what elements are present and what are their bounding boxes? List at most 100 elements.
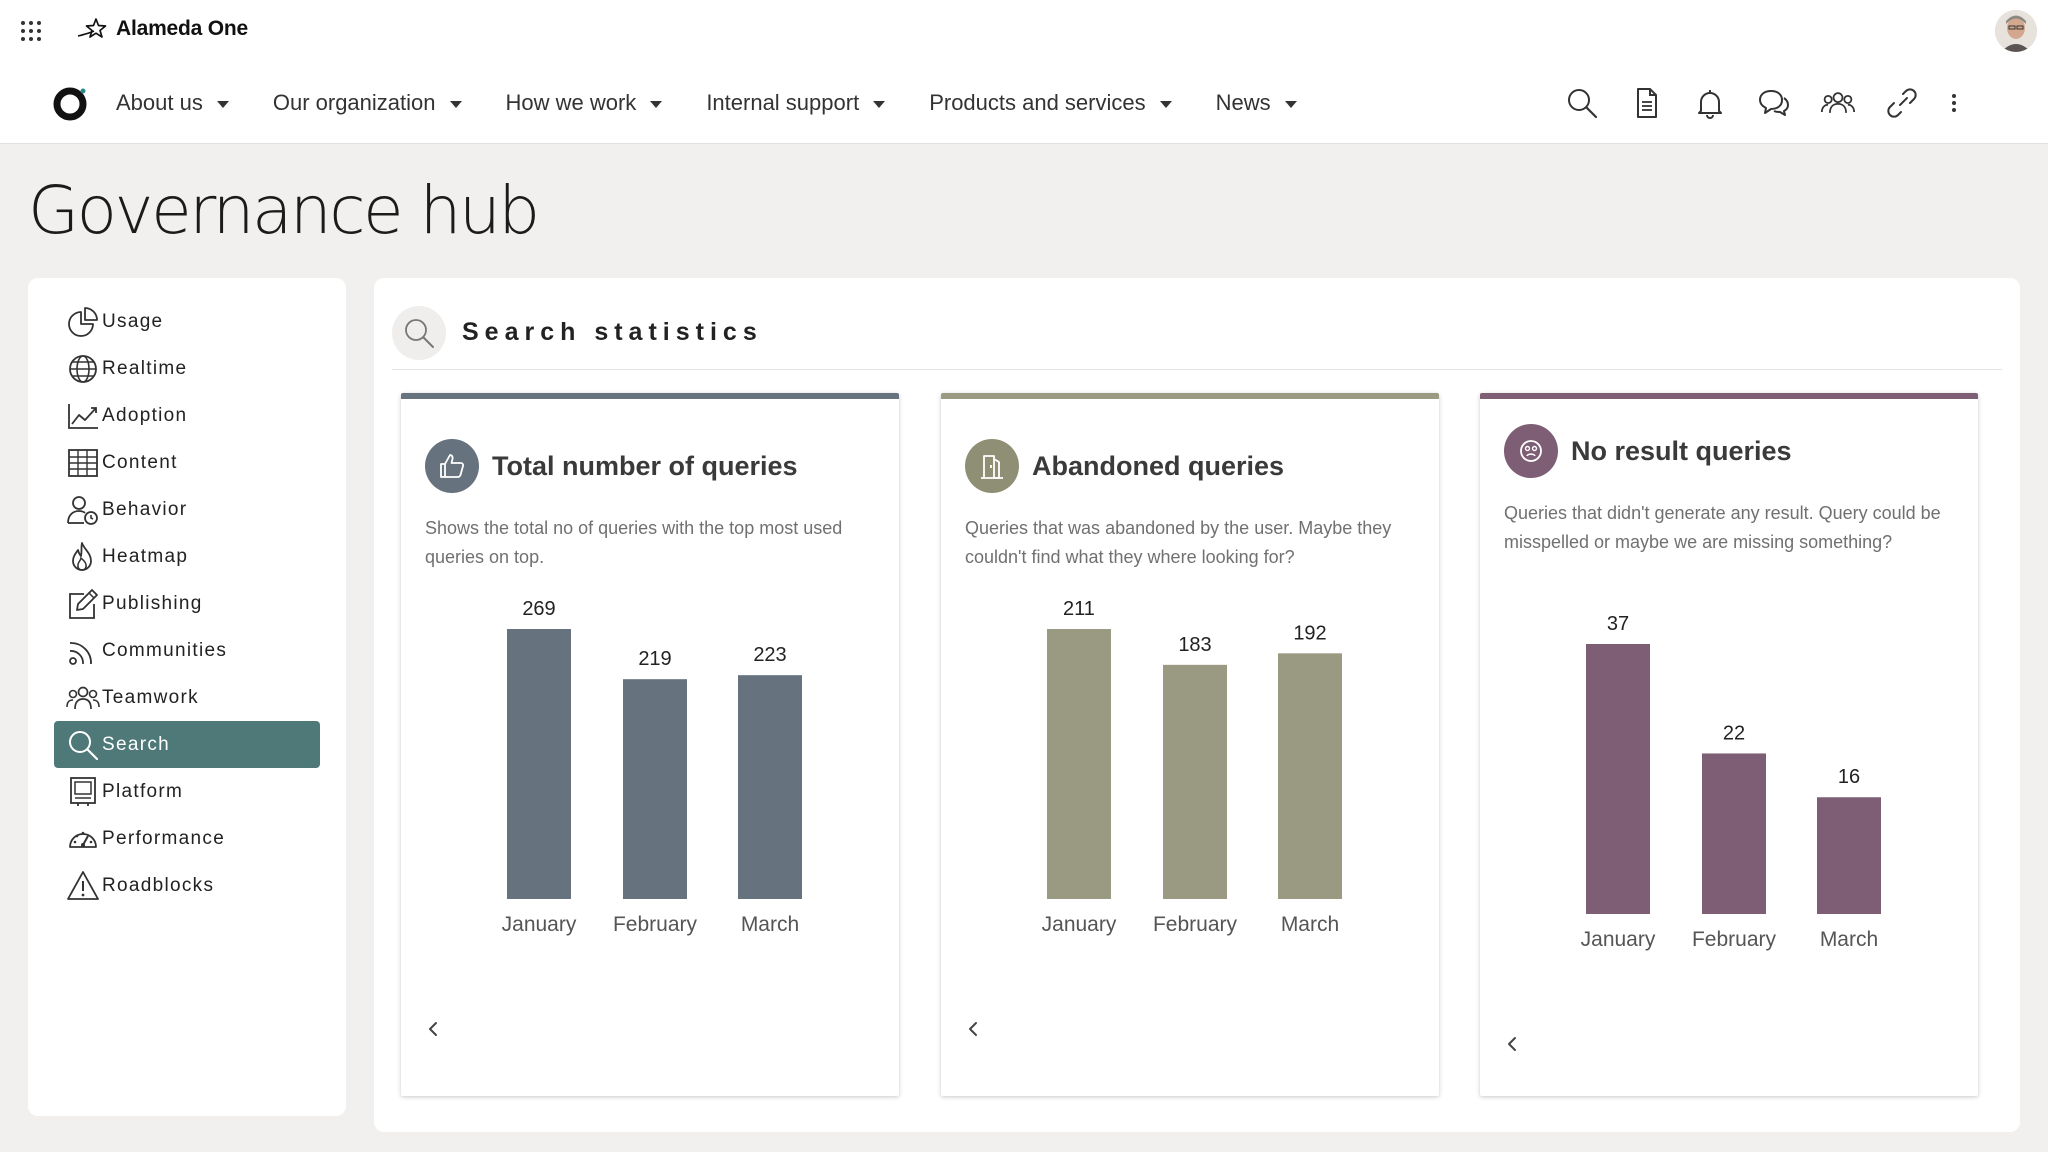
nav-our-organization[interactable]: Our organization	[273, 90, 462, 116]
bar-february	[623, 679, 687, 899]
search-icon	[69, 731, 99, 761]
sidebar-item-publishing[interactable]: Publishing	[54, 580, 320, 627]
documents-button[interactable]	[1624, 81, 1668, 125]
sidebar-item-label: Teamwork	[102, 686, 199, 708]
panel-header: No result queries	[1504, 424, 1792, 478]
caret-down-icon	[1284, 100, 1297, 108]
data-label: 211	[1063, 598, 1095, 620]
panel-abandoned-queries: Abandoned queries Queries that was aband…	[941, 393, 1439, 1096]
thumbs-up-icon	[440, 454, 465, 478]
sidebar-item-realtime[interactable]: Realtime	[54, 345, 320, 392]
caret-down-icon	[1159, 100, 1172, 108]
pie-chart-icon	[68, 307, 98, 337]
caret-down-icon	[216, 100, 229, 108]
data-label: 22	[1723, 722, 1745, 744]
sidebar-item-adoption[interactable]: Adoption	[54, 392, 320, 439]
warning-icon	[67, 871, 99, 900]
document-icon	[1637, 88, 1657, 118]
monitor-icon	[70, 777, 96, 806]
previous-button[interactable]	[1498, 1030, 1526, 1058]
sidebar-item-label: Behavior	[102, 498, 188, 520]
nav-products-and-services[interactable]: Products and services	[929, 90, 1172, 116]
bell-icon	[1698, 90, 1722, 119]
nav-label: Products and services	[929, 90, 1146, 115]
previous-button[interactable]	[419, 1015, 447, 1043]
sidebar-item-heatmap[interactable]: Heatmap	[54, 533, 320, 580]
previous-button[interactable]	[959, 1015, 987, 1043]
sidebar-item-label: Roadblocks	[102, 874, 215, 896]
sidebar-item-content[interactable]: Content	[54, 439, 320, 486]
category-label: February	[1153, 913, 1238, 936]
panel-no-result-queries: No result queries Queries that didn't ge…	[1480, 393, 1978, 1096]
sidebar-item-performance[interactable]: Performance	[54, 815, 320, 862]
links-button[interactable]	[1880, 81, 1924, 125]
brand-name: Alameda One	[116, 17, 249, 40]
sidebar-item-label: Adoption	[102, 404, 188, 426]
data-label: 269	[522, 598, 555, 620]
sidebar-item-roadblocks[interactable]: Roadblocks	[54, 862, 320, 909]
trend-chart-icon	[68, 404, 98, 429]
sidebar-item-label: Performance	[102, 827, 226, 849]
sidebar-item-platform[interactable]: Platform	[54, 768, 320, 815]
bar-march	[1817, 797, 1881, 914]
nav-how-we-work[interactable]: How we work	[506, 90, 663, 116]
category-label: March	[1820, 928, 1878, 951]
data-label: 219	[638, 648, 671, 670]
sidebar-item-communities[interactable]: Communities	[54, 627, 320, 674]
section-icon-badge	[392, 305, 446, 360]
data-label: 223	[753, 644, 786, 666]
edit-icon	[69, 589, 98, 619]
home-logo-icon[interactable]	[52, 84, 90, 122]
people-button[interactable]	[1816, 81, 1860, 125]
caret-down-icon	[873, 100, 886, 108]
nav-label: Internal support	[706, 90, 860, 115]
category-label: February	[613, 913, 698, 936]
sidebar: Usage Realtime Adoption Content Behavior…	[28, 278, 346, 1116]
sidebar-item-teamwork[interactable]: Teamwork	[54, 674, 320, 721]
category-label: January	[1042, 913, 1117, 936]
chevron-left-icon	[969, 1022, 977, 1036]
panel-header: Total number of queries	[425, 439, 798, 493]
nav-internal-support[interactable]: Internal support	[706, 90, 886, 116]
bar-march	[1278, 653, 1342, 899]
panel-description: Queries that didn't generate any result.…	[1504, 503, 1941, 552]
nav-about-us[interactable]: About us	[116, 90, 229, 116]
globe-icon	[69, 355, 97, 383]
app-launcher-icon[interactable]	[20, 20, 42, 42]
data-label: 192	[1293, 622, 1326, 644]
sidebar-item-behavior[interactable]: Behavior	[54, 486, 320, 533]
exit-door-icon	[981, 455, 1003, 479]
category-label: January	[502, 913, 577, 936]
panel-description: Queries that was abandoned by the user. …	[965, 518, 1392, 567]
category-label: March	[741, 913, 799, 936]
more-options-button[interactable]	[1944, 81, 1964, 125]
nav-label: Our organization	[272, 90, 436, 115]
data-label: 183	[1178, 634, 1211, 656]
data-label: 37	[1607, 613, 1629, 635]
chevron-left-icon	[429, 1022, 437, 1036]
sidebar-item-usage[interactable]: Usage	[54, 298, 320, 345]
team-icon	[66, 686, 100, 710]
more-vertical-icon	[1952, 94, 1956, 112]
nav-news[interactable]: News	[1216, 90, 1297, 116]
panel-icon-badge	[965, 439, 1019, 493]
sidebar-item-label: Realtime	[102, 357, 188, 379]
main-navigation: About us Our organization How we work In…	[0, 62, 2048, 144]
data-label: 16	[1838, 766, 1860, 788]
sidebar-item-label: Publishing	[102, 592, 203, 614]
messages-button[interactable]	[1752, 81, 1796, 125]
page-title: Governance hub	[28, 172, 540, 249]
bar-february	[1702, 753, 1766, 914]
avatar[interactable]	[1995, 10, 2037, 52]
panel-icon-badge	[1504, 424, 1558, 478]
category-label: February	[1692, 928, 1777, 951]
notifications-button[interactable]	[1688, 81, 1732, 125]
brand-logo[interactable]: Alameda One	[76, 16, 248, 42]
category-label: January	[1581, 928, 1656, 951]
search-button[interactable]	[1560, 81, 1604, 125]
chevron-left-icon	[1508, 1037, 1516, 1051]
gauge-icon	[69, 831, 97, 848]
nav-label: News	[1215, 90, 1271, 115]
sidebar-item-search[interactable]: Search	[54, 721, 320, 768]
search-icon	[1568, 89, 1598, 119]
